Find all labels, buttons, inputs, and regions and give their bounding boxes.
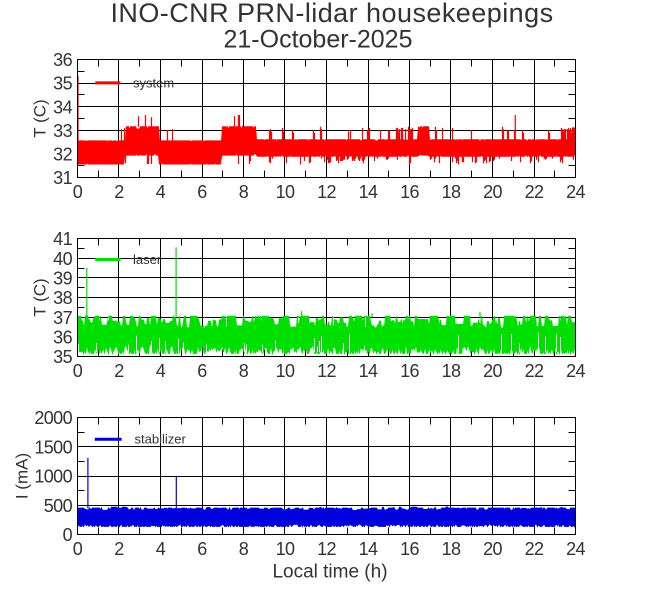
svg-text:37: 37: [53, 308, 72, 328]
svg-text:22: 22: [525, 539, 544, 559]
svg-text:14: 14: [359, 539, 378, 559]
svg-text:22: 22: [525, 182, 544, 202]
svg-text:36: 36: [53, 327, 72, 347]
svg-text:12: 12: [317, 539, 336, 559]
svg-text:2: 2: [114, 361, 124, 381]
svg-text:stabilizer: stabilizer: [135, 432, 187, 447]
svg-text:31: 31: [53, 168, 72, 188]
svg-text:18: 18: [442, 182, 461, 202]
svg-text:24: 24: [566, 182, 585, 202]
svg-text:10: 10: [276, 361, 295, 381]
svg-text:0: 0: [73, 182, 83, 202]
svg-text:41: 41: [53, 229, 72, 249]
svg-text:35: 35: [53, 74, 72, 94]
svg-text:T (C): T (C): [31, 99, 50, 137]
svg-text:4: 4: [156, 361, 166, 381]
svg-text:14: 14: [359, 182, 378, 202]
svg-text:4: 4: [156, 182, 166, 202]
svg-text:12: 12: [317, 361, 336, 381]
svg-text:40: 40: [53, 249, 72, 269]
svg-text:36: 36: [53, 50, 72, 70]
svg-text:33: 33: [53, 121, 72, 141]
svg-text:10: 10: [276, 182, 295, 202]
svg-text:6: 6: [197, 539, 207, 559]
svg-text:6: 6: [197, 182, 207, 202]
svg-text:16: 16: [400, 539, 419, 559]
svg-text:8: 8: [239, 361, 249, 381]
svg-text:INO-CNR PRN-lidar housekeeping: INO-CNR PRN-lidar housekeepings: [110, 0, 553, 28]
svg-text:2: 2: [114, 539, 124, 559]
svg-text:4: 4: [156, 539, 166, 559]
svg-text:1500: 1500: [34, 437, 72, 457]
svg-text:12: 12: [317, 182, 336, 202]
svg-text:500: 500: [44, 496, 73, 516]
svg-text:24: 24: [566, 539, 585, 559]
svg-text:22: 22: [525, 361, 544, 381]
svg-text:0: 0: [63, 525, 73, 545]
svg-text:20: 20: [483, 182, 502, 202]
svg-text:24: 24: [566, 361, 585, 381]
svg-text:0: 0: [73, 539, 83, 559]
svg-text:Local time (h): Local time (h): [272, 562, 387, 583]
svg-text:laser: laser: [133, 252, 162, 267]
svg-text:16: 16: [400, 182, 419, 202]
svg-text:38: 38: [53, 288, 72, 308]
svg-text:18: 18: [442, 361, 461, 381]
svg-text:2: 2: [114, 182, 124, 202]
svg-text:34: 34: [53, 97, 72, 117]
svg-text:16: 16: [400, 361, 419, 381]
svg-text:2000: 2000: [34, 408, 72, 428]
svg-text:0: 0: [73, 361, 83, 381]
svg-text:18: 18: [442, 539, 461, 559]
svg-text:21-October-2025: 21-October-2025: [223, 26, 412, 54]
svg-text:8: 8: [239, 182, 249, 202]
svg-text:I (mA): I (mA): [13, 453, 32, 499]
svg-text:6: 6: [197, 361, 207, 381]
svg-text:39: 39: [53, 268, 72, 288]
svg-text:35: 35: [53, 347, 72, 367]
svg-text:T (C): T (C): [31, 278, 50, 316]
svg-text:20: 20: [483, 361, 502, 381]
svg-text:14: 14: [359, 361, 378, 381]
svg-text:32: 32: [53, 145, 72, 165]
svg-text:10: 10: [276, 539, 295, 559]
svg-text:20: 20: [483, 539, 502, 559]
svg-text:8: 8: [239, 539, 249, 559]
svg-text:system: system: [133, 75, 174, 90]
svg-text:1000: 1000: [34, 467, 72, 487]
